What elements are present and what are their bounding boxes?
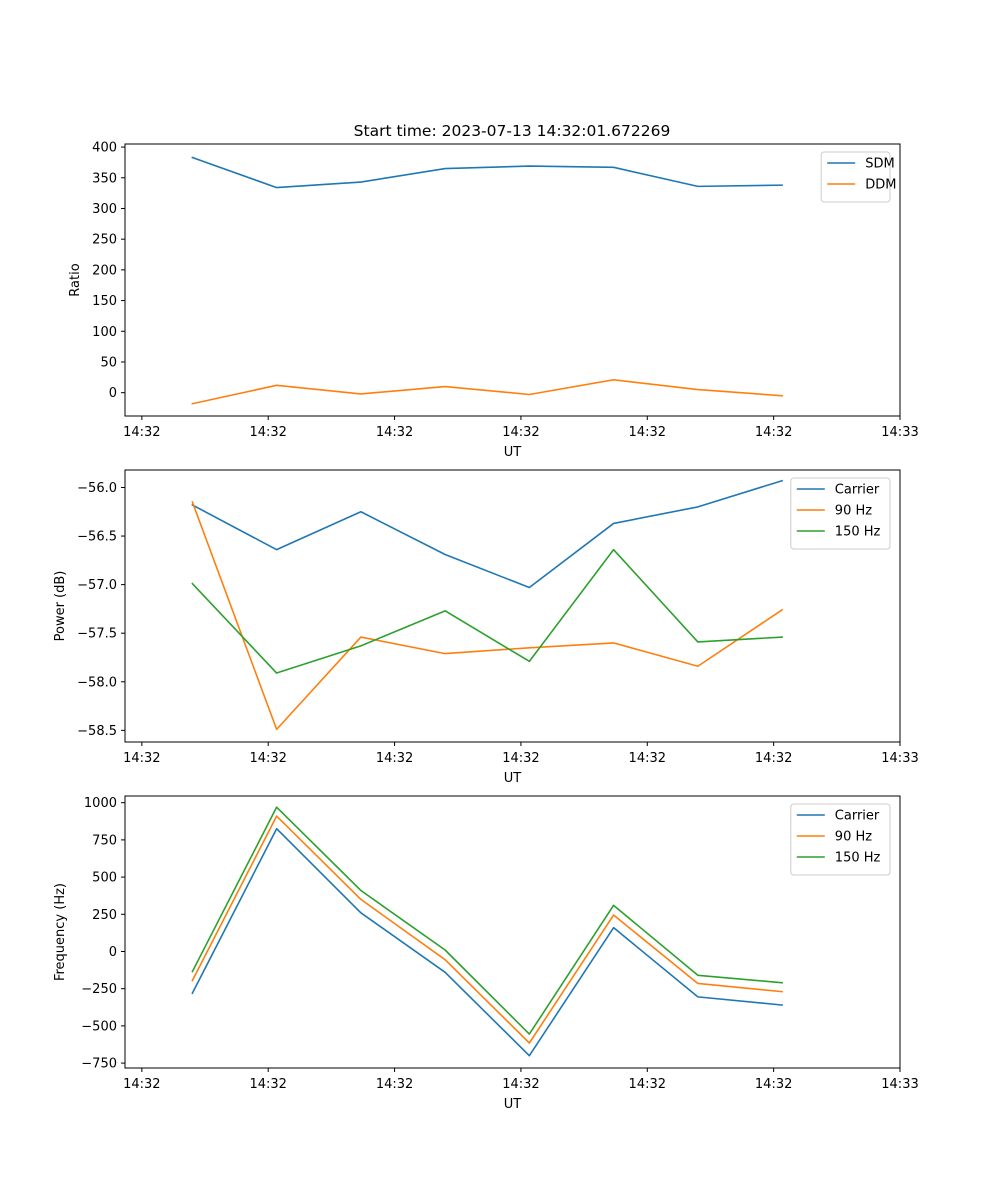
frequency-chart: 14:32 14:32 14:32 14:32 14:32 14:32 14:33 −750 −… (53, 795, 919, 1112)
frequency-x-tick-label: 14:32 (629, 1077, 666, 1092)
frequency-x-tick-label: 14:33 (881, 1077, 918, 1092)
power-series-90-hz-line (191, 501, 784, 731)
power-x-axis-label: UT (504, 771, 522, 786)
ratio-x-tick-label: 14:32 (629, 425, 666, 440)
frequency-x-tick-label: 14:32 (755, 1077, 792, 1092)
frequency-y-tick-label: 500 (92, 871, 117, 886)
power-x-tick-label: 14:32 (123, 751, 160, 766)
power-y-tick-label: −58.5 (77, 724, 117, 739)
frequency-legend-label-90-hz: 90 Hz (835, 830, 872, 845)
frequency-y-tick-label: −750 (81, 1057, 117, 1072)
frequency-series-90-hz-line (191, 815, 783, 1044)
ratio-series-sdm-line (191, 156, 783, 189)
frequency-series-carrier-line (191, 827, 783, 1057)
power-y-tick-label: −56.0 (77, 481, 117, 496)
power-chart: 14:32 14:32 14:32 14:32 14:32 14:32 14:33 −58.5… (53, 469, 919, 786)
power-series-150-hz-line (191, 548, 783, 674)
frequency-x-tick-label: 14:32 (249, 1077, 286, 1092)
frequency-legend-label-150-hz: 150 Hz (835, 851, 881, 866)
ratio-y-tick-label: 0 (109, 386, 117, 401)
power-legend-label-90-hz: 90 Hz (835, 504, 872, 519)
frequency-x-axis-label: UT (504, 1097, 522, 1112)
ratio-x-tick-label: 14:33 (881, 425, 918, 440)
ratio-y-tick-label: 300 (92, 202, 117, 217)
frequency-x-tick-label: 14:32 (376, 1077, 413, 1092)
ratio-series-ddm-line (191, 378, 783, 405)
ratio-y-tick-label: 150 (92, 294, 117, 309)
frequency-y-tick-label: −500 (81, 1019, 117, 1034)
power-x-tick-label: 14:32 (755, 751, 792, 766)
ratio-x-tick-label: 14:32 (755, 425, 792, 440)
ratio-x-tick-label: 14:32 (502, 425, 539, 440)
frequency-series-150-hz-line (191, 806, 783, 1035)
power-series-carrier-line (191, 479, 784, 589)
power-x-tick-label: 14:32 (502, 751, 539, 766)
frequency-y-tick-label: 1000 (84, 796, 117, 811)
power-legend: Carrier 90 Hz 150 Hz (790, 477, 891, 550)
ratio-y-tick-label: 400 (92, 141, 117, 156)
frequency-y-tick-label: 750 (92, 833, 117, 848)
power-y-tick-label: −56.5 (77, 530, 117, 545)
ratio-y-tick-label: 100 (92, 325, 117, 340)
ratio-legend-box (820, 151, 891, 203)
frequency-legend-label-carrier: Carrier (835, 809, 880, 824)
frequency-y-tick-label: 250 (92, 908, 117, 923)
power-legend-label-150-hz: 150 Hz (835, 525, 881, 540)
power-y-tick-label: −58.0 (77, 675, 117, 690)
ratio-chart: 14:32 14:32 14:32 14:32 14:32 14:32 14:33 0 50 10… (68, 141, 919, 460)
power-legend-label-carrier: Carrier (835, 483, 880, 498)
ratio-y-tick-label: 250 (92, 233, 117, 248)
power-y-tick-label: −57.0 (77, 578, 117, 593)
frequency-x-tick-label: 14:32 (123, 1077, 160, 1092)
ratio-x-tick-label: 14:32 (123, 425, 160, 440)
frequency-axes-frame (124, 795, 901, 1069)
ratio-y-tick-label: 200 (92, 263, 117, 278)
ratio-x-tick-label: 14:32 (249, 425, 286, 440)
power-y-tick-label: −57.5 (77, 627, 117, 642)
ratio-x-tick-label: 14:32 (376, 425, 413, 440)
frequency-x-tick-label: 14:32 (502, 1077, 539, 1092)
power-x-tick-label: 14:32 (376, 751, 413, 766)
ratio-y-tick-label: 350 (92, 171, 117, 186)
frequency-y-tick-label: 0 (109, 945, 117, 960)
frequency-legend: Carrier 90 Hz 150 Hz (790, 803, 891, 876)
ratio-legend-label-ddm: DDM (865, 178, 896, 193)
power-x-tick-label: 14:33 (881, 751, 918, 766)
ratio-y-axis-label: Ratio (68, 263, 83, 296)
power-y-axis-label: Power (dB) (53, 571, 68, 642)
ratio-legend: SDM DDM (820, 151, 896, 203)
ratio-y-tick-label: 50 (100, 355, 117, 370)
power-x-tick-label: 14:32 (629, 751, 666, 766)
power-axes-frame (124, 469, 901, 743)
frequency-y-axis-label: Frequency (Hz) (53, 883, 68, 981)
ratio-legend-label-sdm: SDM (865, 157, 894, 172)
ratio-axes-frame (124, 143, 901, 417)
frequency-y-tick-label: −250 (81, 982, 117, 997)
ratio-x-axis-label: UT (504, 445, 522, 460)
power-x-tick-label: 14:32 (249, 751, 286, 766)
chart-title: Start time: 2023-07-13 14:32:01.672269 (354, 122, 671, 140)
